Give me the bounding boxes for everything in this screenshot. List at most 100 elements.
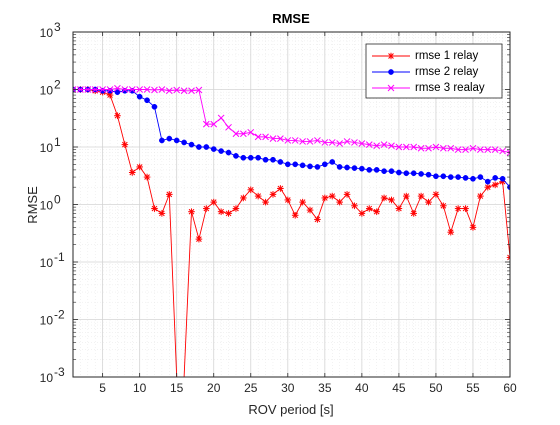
data-point-marker [233,205,239,212]
data-point [380,194,388,202]
x-tick-label: 20 [207,381,221,395]
data-point [499,175,506,182]
data-point [484,178,491,185]
data-point-marker [203,144,210,150]
y-tick-label: 10 [40,199,54,213]
data-point-marker [454,146,462,153]
data-point [321,194,329,202]
data-point [388,142,395,150]
data-point [106,91,114,99]
legend-label-series-3: rmse 3 realay [415,82,485,94]
data-point [210,120,218,128]
data-point-marker [173,137,180,144]
data-point-marker [403,170,410,177]
y-tick-label: 10 [40,256,54,270]
series-layer [73,84,510,377]
data-point [114,84,121,92]
data-point-marker [418,171,424,177]
data-point [232,205,240,212]
data-point [328,192,336,200]
data-point [262,156,269,163]
data-point [188,87,195,95]
data-point [306,206,314,214]
data-point-marker [262,156,269,163]
data-point [151,86,158,94]
data-point [284,161,291,168]
data-point [425,198,432,206]
data-point [277,159,284,165]
data-point-marker [395,143,403,151]
data-point-marker [217,114,225,122]
data-point-marker [380,141,388,148]
data-point-marker [203,205,210,212]
data-point-marker [136,164,143,170]
data-point-marker [240,130,247,138]
data-point [99,86,106,93]
data-point [491,181,499,189]
legend-symbol-series-2 [372,69,410,75]
data-point [381,168,387,175]
x-tick-labels: 5 10 15 20 25 30 35 40 45 50 55 60 [99,381,517,395]
data-point [380,141,388,148]
data-point [491,146,499,153]
data-point-marker [359,210,365,217]
data-point [336,198,343,206]
data-point [469,224,477,231]
data-point-marker [433,173,439,180]
data-point-marker [455,174,462,180]
data-point-marker [455,205,461,212]
data-point-marker [114,84,121,92]
data-point [291,211,299,219]
data-point-marker [417,144,425,152]
data-point [269,135,277,142]
data-point [196,144,202,150]
series-line-3 [73,87,510,154]
data-point [188,141,195,148]
data-point-marker [247,186,254,193]
data-point-marker [195,86,203,94]
data-point-marker [344,191,350,198]
data-point-marker [440,202,447,209]
data-point [506,149,510,156]
data-point-marker [343,138,351,145]
data-point-marker [218,208,224,215]
data-point [307,163,313,170]
data-point-marker [484,178,491,185]
data-point [195,235,203,243]
data-point [299,162,306,169]
data-point-marker [73,88,77,93]
data-point [388,168,395,175]
data-point [143,173,151,181]
data-point [454,146,462,153]
data-point-marker [396,169,402,176]
legend-label-series-2: rmse 2 relay [415,66,479,78]
data-point [233,153,239,159]
data-point-marker [91,86,99,93]
data-point [284,137,292,144]
y-tick-exponent: 2 [54,78,61,92]
data-point [403,170,410,177]
data-point-marker [196,144,202,150]
data-point-marker [351,139,358,146]
data-point [158,86,166,93]
data-point-marker [210,199,217,205]
data-point-marker [233,153,239,159]
data-point [373,167,380,173]
data-point [151,205,158,212]
data-point-marker [254,133,262,141]
data-point [484,183,492,191]
data-point [358,140,366,147]
data-point-marker [307,207,313,213]
data-point-marker [136,86,144,93]
data-point [121,141,129,148]
data-point [462,175,469,181]
x-tick-label: 30 [281,381,295,395]
data-point-marker [425,144,432,152]
data-point [247,154,254,161]
data-point-marker [181,139,187,146]
data-point-marker [299,138,306,145]
data-point [432,143,440,151]
data-point-marker [128,86,136,93]
data-point [165,87,173,95]
